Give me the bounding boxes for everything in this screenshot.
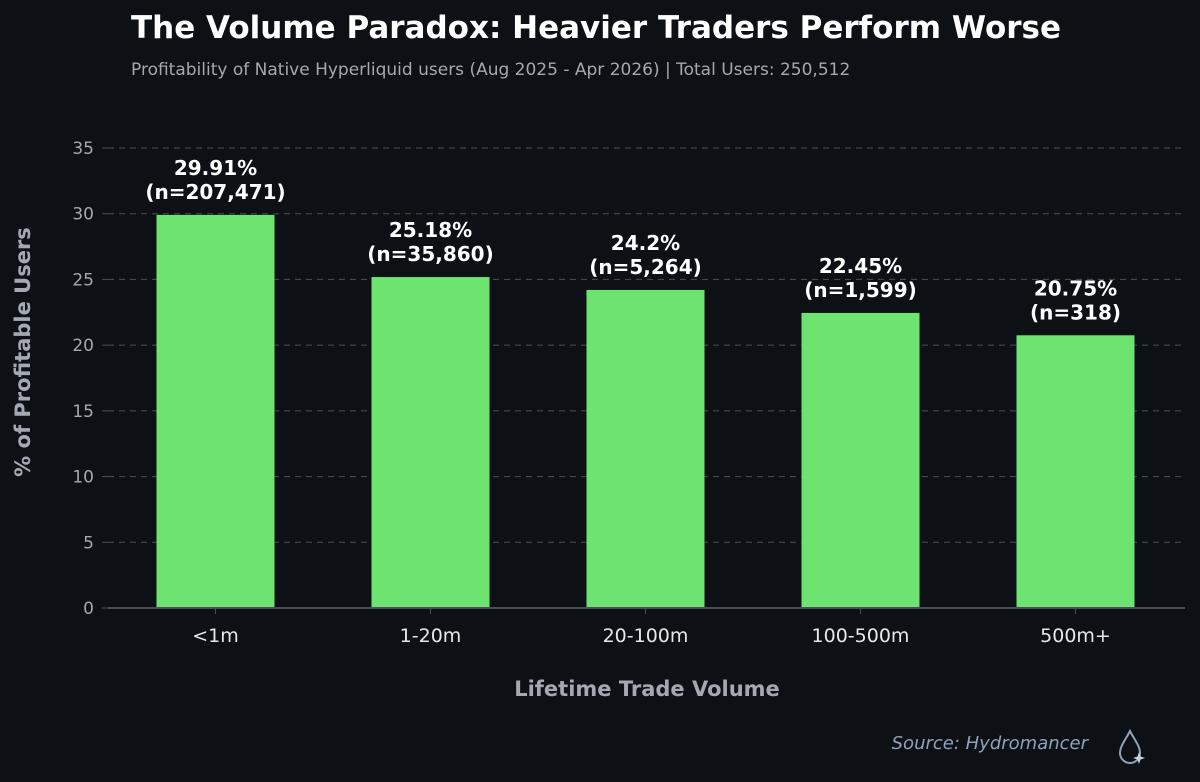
water-drop-sparkle-icon (1116, 728, 1148, 772)
chart-subtitle: Profitability of Native Hyperliquid user… (131, 60, 851, 80)
bar-count-label: (n=1,599) (804, 278, 917, 302)
bar-value-label: 22.45% (819, 254, 902, 278)
x-tick-label: 20-100m (603, 625, 689, 647)
bar-value-label: 25.18% (389, 218, 472, 242)
bar-count-label: (n=318) (1030, 300, 1121, 324)
y-tick-label: 15 (72, 402, 94, 422)
y-tick-label: 30 (72, 205, 94, 225)
bar (1016, 335, 1135, 608)
source-note: Source: Hydromancer (891, 733, 1088, 754)
y-tick-label: 10 (72, 468, 94, 488)
bar-count-label: (n=5,264) (589, 255, 702, 279)
bar (156, 214, 275, 608)
chart-title: The Volume Paradox: Heavier Traders Perf… (131, 10, 1061, 46)
bar (801, 312, 920, 608)
bar-count-label: (n=35,860) (367, 242, 493, 266)
y-tick-label: 35 (72, 139, 94, 159)
y-tick-label: 5 (83, 533, 94, 553)
bar-value-label: 29.91% (174, 156, 257, 180)
x-axis-label: Lifetime Trade Volume (514, 677, 780, 701)
bar (586, 289, 705, 608)
x-tick-label: 100-500m (812, 625, 910, 647)
bar-count-label: (n=207,471) (145, 180, 285, 204)
x-axis-ticks: <1m 1-20m 20-100m 100-500m 500m+ (192, 608, 1111, 647)
y-tick-label: 25 (72, 270, 94, 290)
gridlines (108, 147, 1185, 543)
bars (156, 214, 1135, 608)
y-tick-label: 20 (72, 336, 94, 356)
data-labels: 29.91%(n=207,471)25.18%(n=35,860) 24.2%(n… (145, 156, 1121, 324)
y-tick-label: 0 (83, 599, 94, 619)
y-axis-label: % of Profitable Users (11, 227, 35, 477)
bar (371, 277, 490, 608)
bar-value-label: 24.2% (611, 231, 680, 255)
bar-value-label: 20.75% (1034, 276, 1117, 300)
x-tick-label: 1-20m (400, 625, 462, 647)
y-axis-ticks: 0 5 10 15 20 25 30 35 (72, 139, 108, 619)
x-tick-label: <1m (192, 625, 239, 647)
x-tick-label: 500m+ (1040, 625, 1111, 647)
